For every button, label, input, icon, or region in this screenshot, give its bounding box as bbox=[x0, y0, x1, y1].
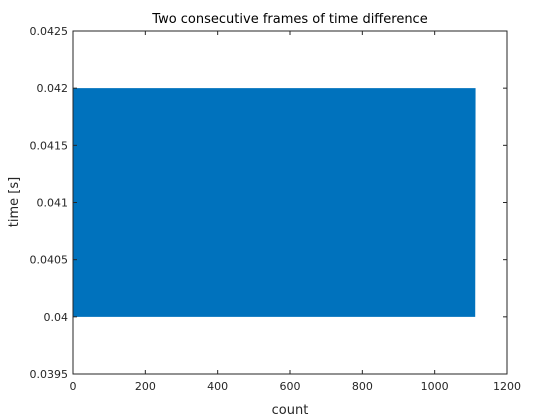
x-tick-label: 600 bbox=[280, 380, 301, 393]
x-tick-label: 1000 bbox=[421, 380, 449, 393]
y-tick-label: 0.042 bbox=[37, 82, 69, 95]
y-tick-label: 0.04 bbox=[44, 311, 69, 324]
x-tick-label: 0 bbox=[70, 380, 77, 393]
y-tick-label: 0.041 bbox=[37, 197, 69, 210]
y-axis: 0.0395 0.04 0.0405 0.041 0.0415 0.042 0.0425 bbox=[30, 25, 507, 381]
x-tick-label: 400 bbox=[207, 380, 228, 393]
chart-title: Two consecutive frames of time differenc… bbox=[151, 12, 427, 27]
x-axis-label: count bbox=[272, 403, 309, 418]
x-tick-label: 200 bbox=[135, 380, 156, 393]
series-layer bbox=[72, 88, 476, 317]
y-tick-label: 0.0425 bbox=[30, 25, 69, 38]
x-axis: 0 200 400 600 800 1000 1200 bbox=[70, 31, 521, 393]
y-tick-label: 0.0415 bbox=[30, 139, 69, 152]
series-line bbox=[72, 88, 476, 317]
y-tick-label: 0.0395 bbox=[30, 368, 69, 381]
y-tick-label: 0.0405 bbox=[30, 254, 69, 267]
x-tick-label: 800 bbox=[352, 380, 373, 393]
y-axis-label: time [s] bbox=[7, 177, 22, 227]
x-tick-label: 1200 bbox=[493, 380, 521, 393]
